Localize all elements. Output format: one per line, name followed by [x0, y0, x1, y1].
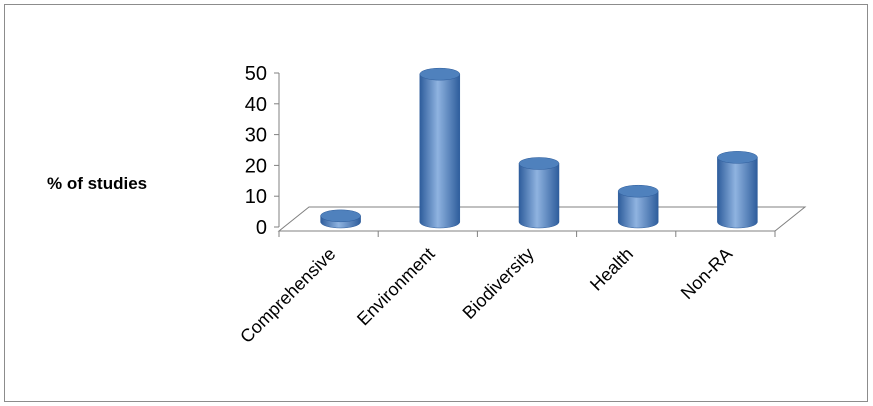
bar-top — [419, 67, 461, 81]
bar-top — [717, 151, 758, 164]
bar-health — [617, 184, 659, 229]
y-tick-label: 0 — [256, 217, 267, 239]
category-labels: Comprehensive Environment Biodiversity Heal… — [236, 244, 736, 347]
y-tick-label: 40 — [245, 94, 267, 116]
category-label: Health — [586, 244, 637, 295]
y-tick-label: 50 — [245, 63, 267, 85]
chart-floor — [277, 206, 807, 232]
y-tick-label: 20 — [245, 155, 267, 177]
bar-top — [617, 184, 659, 198]
bar-comprehensive — [320, 209, 361, 229]
bar-body — [518, 163, 560, 229]
category-label: Comprehensive — [236, 244, 339, 347]
bar-environment — [419, 67, 461, 229]
bar-non-ra — [717, 151, 758, 229]
y-tick-labels: 0 10 20 30 40 50 — [245, 63, 267, 239]
bar-top — [320, 209, 361, 223]
axes — [274, 72, 807, 237]
category-label: Biodiversity — [459, 244, 538, 323]
bar-chart: % of studies 0 10 20 30 40 50 Comprehensive En… — [47, 63, 807, 347]
bars — [320, 67, 758, 229]
category-label: Environment — [353, 244, 439, 330]
category-label: Non-RA — [677, 244, 736, 303]
bar-top — [518, 157, 560, 170]
y-tick-label: 10 — [245, 186, 267, 208]
y-axis-label: % of studies — [47, 174, 147, 193]
bar-body — [419, 73, 461, 229]
chart-frame: % of studies 0 10 20 30 40 50 Comprehensive En… — [4, 4, 868, 402]
y-tick-label: 30 — [245, 125, 267, 147]
bar-body — [617, 190, 659, 229]
bar-body — [717, 157, 758, 229]
bar-biodiversity — [518, 157, 560, 229]
